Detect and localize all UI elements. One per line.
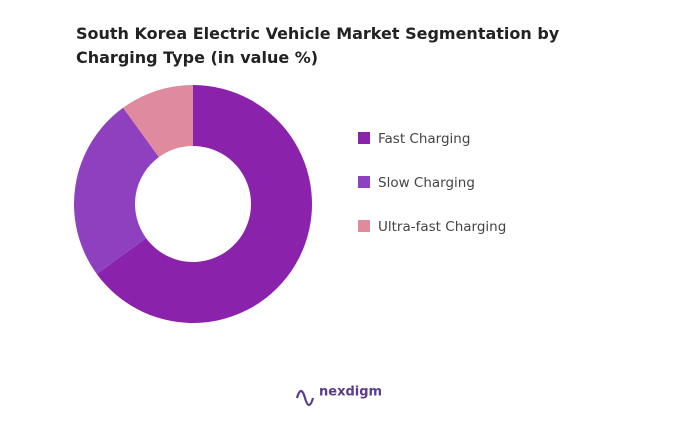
legend-swatch: [358, 220, 370, 232]
donut-slice: [73, 107, 159, 274]
legend-label: Fast Charging: [378, 131, 470, 147]
logo: nexdigm: [295, 385, 382, 407]
legend-swatch: [358, 176, 370, 188]
legend-label: Slow Charging: [378, 175, 475, 191]
logo-icon: [295, 389, 315, 407]
donut-slice: [96, 85, 312, 323]
logo-text: nexdigm: [319, 385, 382, 400]
legend-label: Ultra-fast Charging: [378, 219, 506, 235]
chart-title: South Korea Electric Vehicle Market Segm…: [76, 24, 560, 67]
legend-swatch: [358, 132, 370, 144]
donut-slice: [123, 85, 193, 158]
